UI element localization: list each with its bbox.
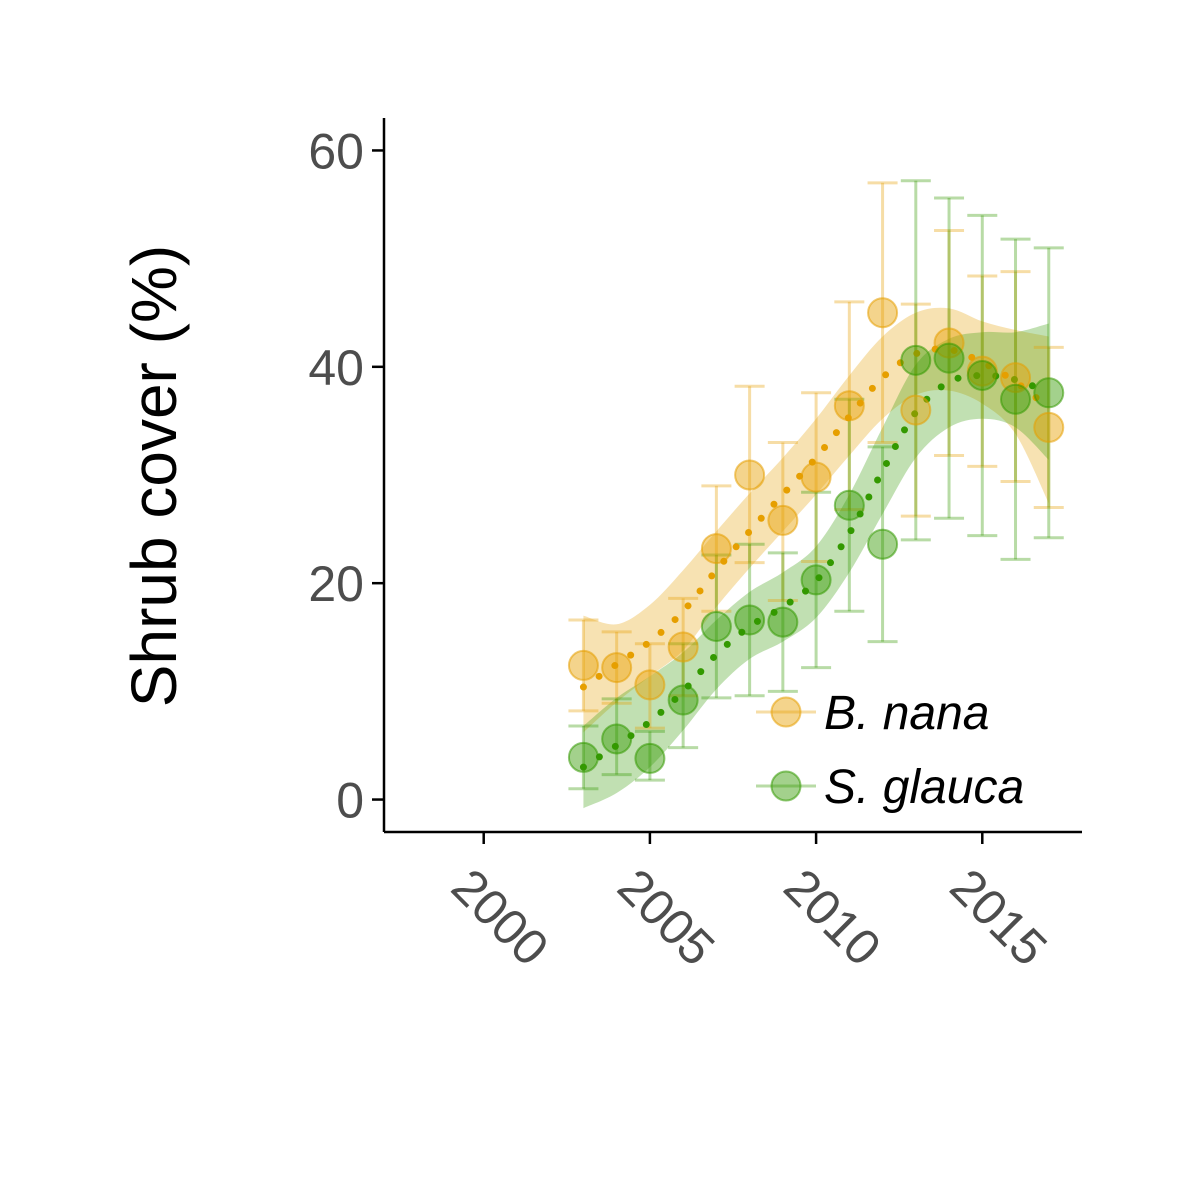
legend-item-s-glauca: S. glauca xyxy=(756,761,1024,814)
s-glauca-point xyxy=(601,723,633,755)
b-nana-ribbon xyxy=(583,307,1049,733)
legend-key-point xyxy=(770,770,802,802)
s-glauca-error-bar xyxy=(900,179,931,542)
x-tick-label: 2015 xyxy=(940,858,1058,976)
b-nana-point xyxy=(700,533,732,565)
s-glauca-point xyxy=(567,741,599,773)
y-tick-label: 60 xyxy=(308,123,364,179)
trend-lines xyxy=(579,345,1053,771)
s-glauca-error-bar xyxy=(967,213,998,538)
s-glauca-error-bar xyxy=(1000,237,1031,561)
s-glauca-error-bar xyxy=(568,724,599,791)
b-nana-error-bar xyxy=(1033,345,1064,509)
s-glauca-point xyxy=(867,528,899,560)
legend-label: S. glauca xyxy=(824,761,1024,814)
legend-item-b-nana: B. nana xyxy=(756,687,989,740)
b-nana-point xyxy=(1033,411,1065,443)
s-glauca-point xyxy=(1033,377,1065,409)
x-tick-label: 2005 xyxy=(607,858,725,976)
s-glauca-point xyxy=(900,344,932,376)
b-nana-point xyxy=(734,459,766,491)
s-glauca-point xyxy=(933,342,965,374)
x-tick-label: 2000 xyxy=(441,858,559,976)
s-glauca-error-bar xyxy=(1033,246,1064,540)
s-glauca-point xyxy=(966,359,998,391)
s-glauca-point xyxy=(667,684,699,716)
b-nana-error-bar xyxy=(634,642,665,730)
y-axis-title: Shrub cover (%) xyxy=(118,245,190,707)
s-glauca-point xyxy=(800,564,832,596)
b-nana-error-bar xyxy=(834,300,865,512)
x-tick-label: 2010 xyxy=(773,858,891,976)
y-tick-label: 0 xyxy=(336,773,364,829)
s-glauca-error-bar xyxy=(834,397,865,613)
b-nana-error-bar xyxy=(668,596,699,698)
data-points xyxy=(567,297,1065,774)
b-nana-point xyxy=(800,461,832,493)
s-glauca-point xyxy=(734,604,766,636)
legend-key-point xyxy=(770,696,802,728)
y-tick-label: 40 xyxy=(308,340,364,396)
error-bars xyxy=(568,179,1064,791)
b-nana-point xyxy=(867,297,899,329)
s-glauca-trend-line xyxy=(579,371,1053,771)
b-nana-point xyxy=(667,631,699,663)
s-glauca-point xyxy=(1000,383,1032,415)
b-nana-point xyxy=(833,390,865,422)
b-nana-point xyxy=(601,652,633,684)
axis-ticks: 0 20 40 60 2000 2005 2010 2015 xyxy=(308,123,1057,976)
b-nana-error-bar xyxy=(801,391,832,564)
b-nana-point xyxy=(634,669,666,701)
b-nana-error-bar xyxy=(967,274,998,468)
s-glauca-point xyxy=(634,742,666,774)
legend: B. nana S. glauca xyxy=(756,687,1024,814)
b-nana-error-bar xyxy=(568,618,599,713)
s-glauca-point xyxy=(700,610,732,642)
s-glauca-error-bar xyxy=(701,553,732,700)
legend-label: B. nana xyxy=(824,687,989,740)
b-nana-point xyxy=(767,504,799,536)
s-glauca-point xyxy=(767,606,799,638)
b-nana-point xyxy=(1000,362,1032,394)
axes xyxy=(382,118,1082,834)
b-nana-error-bar xyxy=(900,302,931,518)
s-glauca-error-bar xyxy=(767,551,798,693)
b-nana-point xyxy=(900,394,932,426)
y-tick-label: 20 xyxy=(308,556,364,612)
s-glauca-error-bar xyxy=(601,697,632,777)
s-glauca-error-bar xyxy=(734,542,765,698)
b-nana-trend-line xyxy=(579,345,1053,691)
b-nana-error-bar xyxy=(867,181,898,445)
b-nana-point xyxy=(567,649,599,681)
s-glauca-point xyxy=(833,489,865,521)
